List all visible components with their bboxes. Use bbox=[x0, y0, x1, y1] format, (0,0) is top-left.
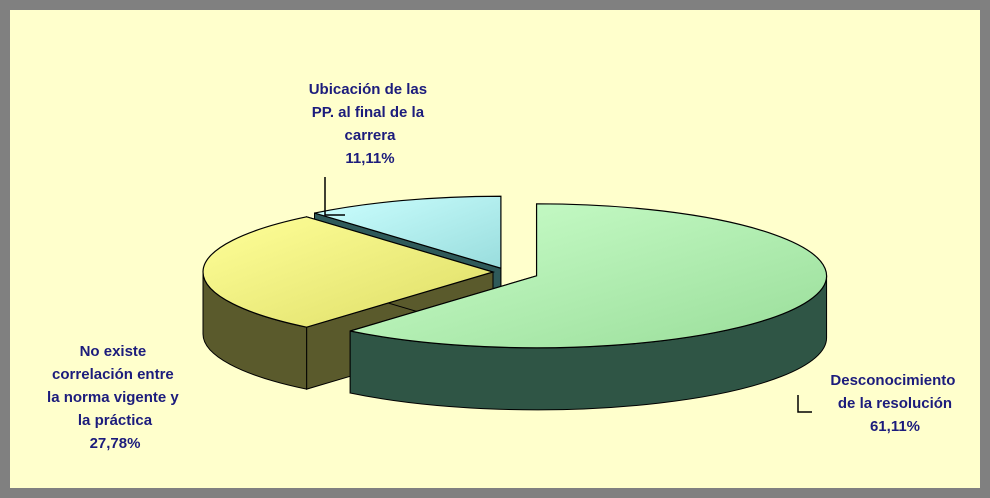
leader-line bbox=[324, 177, 345, 216]
slice-label: Ubicación de las PP. al final de la carr… bbox=[309, 81, 432, 144]
slice-label: Desconocimiento de la resolución bbox=[830, 372, 959, 412]
slice-top bbox=[350, 203, 828, 349]
slice-value-label: 61,11% bbox=[870, 418, 920, 435]
slice-label: No existe correlación entre la norma vig… bbox=[47, 343, 183, 429]
labels: Desconocimiento de la resolución 61,11% No… bbox=[47, 81, 960, 452]
pie bbox=[202, 195, 828, 411]
leader-line bbox=[797, 395, 812, 413]
slice-value-label: 11,11% bbox=[345, 150, 394, 167]
slice-top bbox=[202, 216, 496, 328]
slice-value-label: 27,78% bbox=[90, 435, 141, 452]
slice bbox=[349, 203, 828, 411]
slice-top bbox=[314, 195, 502, 270]
